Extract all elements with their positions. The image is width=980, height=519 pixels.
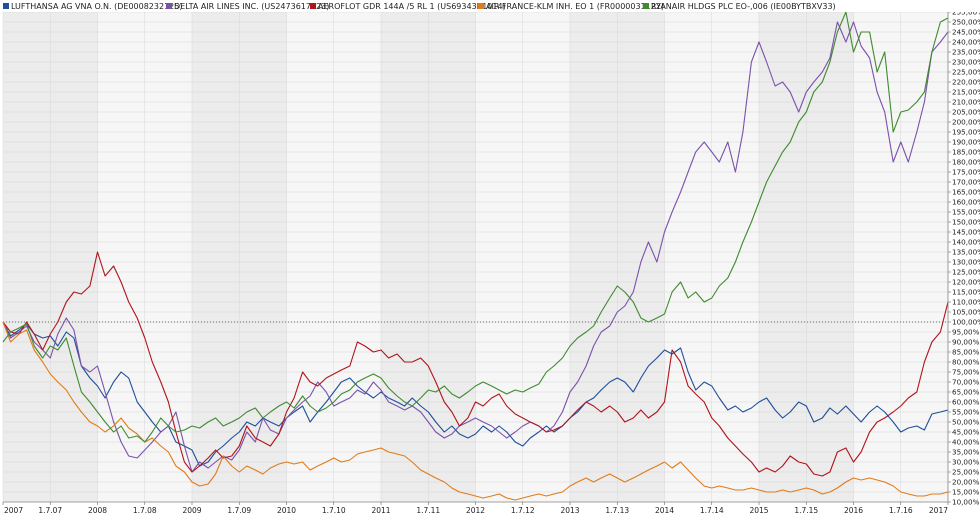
- y-tick-label: 165,00%: [952, 188, 980, 197]
- y-tick-label: 245,00%: [952, 28, 980, 37]
- series-group: [2, 11, 949, 501]
- legend: LUFTHANSA AG VNA O.N. (DE0008232125)DELT…: [0, 0, 980, 12]
- legend-entry: LUFTHANSA AG VNA O.N. (DE0008232125): [11, 2, 182, 11]
- y-tick-label: 130,00%: [952, 258, 980, 267]
- y-tick-label: 170,00%: [952, 178, 980, 187]
- y-tick-label: 10,00%: [952, 498, 980, 507]
- y-tick-label: 125,00%: [952, 268, 980, 277]
- y-tick-label: 190,00%: [952, 138, 980, 147]
- y-tick-label: 110,00%: [952, 298, 980, 307]
- y-tick-label: 60,00%: [952, 398, 980, 407]
- y-tick-label: 90,00%: [952, 338, 980, 347]
- y-tick-label: 55,00%: [952, 408, 980, 417]
- x-tick-label: 2009: [182, 506, 201, 515]
- y-tick-label: 25,00%: [952, 468, 980, 477]
- grid: [2, 11, 949, 503]
- y-tick-label: 20,00%: [952, 478, 980, 487]
- y-tick-label: 50,00%: [952, 418, 980, 427]
- y-tick-label: 70,00%: [952, 378, 980, 387]
- legend-entry: AEROFLOT GDR 144A /5 RL 1 (US69343R1014): [318, 2, 506, 11]
- y-tick-label: 15,00%: [952, 488, 980, 497]
- x-tick-label: 2011: [371, 506, 390, 515]
- y-tick-label: 115,00%: [952, 288, 980, 297]
- legend-swatch: [478, 3, 484, 9]
- legend-swatch: [3, 3, 9, 9]
- y-tick-label: 30,00%: [952, 458, 980, 467]
- y-tick-label: 155,00%: [952, 208, 980, 217]
- x-tick-label: 1.7.12: [511, 506, 535, 515]
- legend-entry: AIR FRANCE-KLM INH. EO 1 (FR0000031122): [486, 2, 664, 11]
- x-tick-label: 1.7.13: [605, 506, 629, 515]
- legend-swatch: [643, 3, 649, 9]
- y-tick-label: 135,00%: [952, 248, 980, 257]
- x-tick-label: 1.7.09: [227, 506, 251, 515]
- y-tick-label: 75,00%: [952, 368, 980, 377]
- y-tick-label: 35,00%: [952, 448, 980, 457]
- y-tick-label: 80,00%: [952, 358, 980, 367]
- y-tick-label: 180,00%: [952, 158, 980, 167]
- y-tick-label: 240,00%: [952, 38, 980, 47]
- x-tick-label: 2010: [277, 506, 296, 515]
- legend-entry: DELTA AIR LINES INC. (US2473617023): [174, 2, 329, 11]
- x-tick-label: 1.7.15: [794, 506, 818, 515]
- x-tick-label: 1.7.16: [889, 506, 913, 515]
- y-tick-label: 205,00%: [952, 108, 980, 117]
- y-tick-label: 140,00%: [952, 238, 980, 247]
- y-tick-label: 185,00%: [952, 148, 980, 157]
- x-axis: 2007 1.7.07 2008 1.7.08 2009 1.7.09 2010 1.7.10…: [2, 501, 949, 515]
- x-tick-label: 1.7.10: [322, 506, 346, 515]
- y-tick-label: 145,00%: [952, 228, 980, 237]
- y-tick-label: 210,00%: [952, 98, 980, 107]
- series-line-2: [2, 21, 949, 473]
- y-tick-label: 65,00%: [952, 388, 980, 397]
- y-axis: 10,00%15,00%20,00%25,00%30,00%35,00%40,0…: [947, 8, 980, 507]
- y-tick-label: 225,00%: [952, 68, 980, 77]
- y-tick-label: 220,00%: [952, 78, 980, 87]
- y-tick-label: 150,00%: [952, 218, 980, 227]
- y-tick-label: 195,00%: [952, 128, 980, 137]
- x-tick-label: 2015: [749, 506, 768, 515]
- y-tick-label: 85,00%: [952, 348, 980, 357]
- y-tick-label: 215,00%: [952, 88, 980, 97]
- y-tick-label: 200,00%: [952, 118, 980, 127]
- x-tick-label: 2008: [88, 506, 107, 515]
- legend-swatch: [310, 3, 316, 9]
- y-tick-label: 45,00%: [952, 428, 980, 437]
- y-tick-label: 230,00%: [952, 58, 980, 67]
- x-tick-label: 2013: [560, 506, 579, 515]
- y-tick-label: 105,00%: [952, 308, 980, 317]
- x-tick-label: 1.7.07: [38, 506, 62, 515]
- y-tick-label: 120,00%: [952, 278, 980, 287]
- legend-background: [0, 0, 980, 12]
- x-tick-label: 2007: [4, 506, 23, 515]
- legend-entry: RYANAIR HLDGS PLC EO-,006 (IE00BYTBXV33): [651, 2, 836, 11]
- y-tick-label: 235,00%: [952, 48, 980, 57]
- y-tick-label: 95,00%: [952, 328, 980, 337]
- x-tick-label: 2017: [929, 506, 948, 515]
- y-tick-label: 40,00%: [952, 438, 980, 447]
- legend-swatch: [166, 3, 172, 9]
- x-tick-label: 2012: [466, 506, 485, 515]
- series-line-3: [2, 251, 949, 477]
- y-tick-label: 160,00%: [952, 198, 980, 207]
- series-line-4: [2, 321, 949, 501]
- y-tick-label: 250,00%: [952, 18, 980, 27]
- y-tick-label: 175,00%: [952, 168, 980, 177]
- x-tick-label: 2014: [655, 506, 674, 515]
- x-tick-label: 2016: [844, 506, 863, 515]
- x-tick-label: 1.7.08: [133, 506, 157, 515]
- x-tick-label: 1.7.11: [416, 506, 440, 515]
- series-line-5: [2, 11, 949, 443]
- x-tick-label: 1.7.14: [700, 506, 724, 515]
- y-tick-label: 100,00%: [952, 318, 980, 327]
